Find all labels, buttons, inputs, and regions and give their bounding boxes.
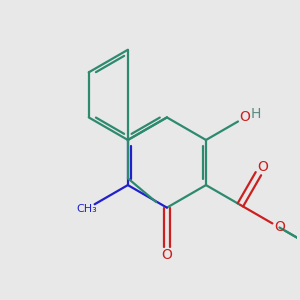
Text: CH₃: CH₃ (76, 204, 97, 214)
Text: O: O (274, 220, 285, 235)
Text: H: H (250, 107, 261, 121)
Text: O: O (161, 248, 172, 262)
Text: O: O (257, 160, 268, 174)
Text: O: O (240, 110, 250, 124)
